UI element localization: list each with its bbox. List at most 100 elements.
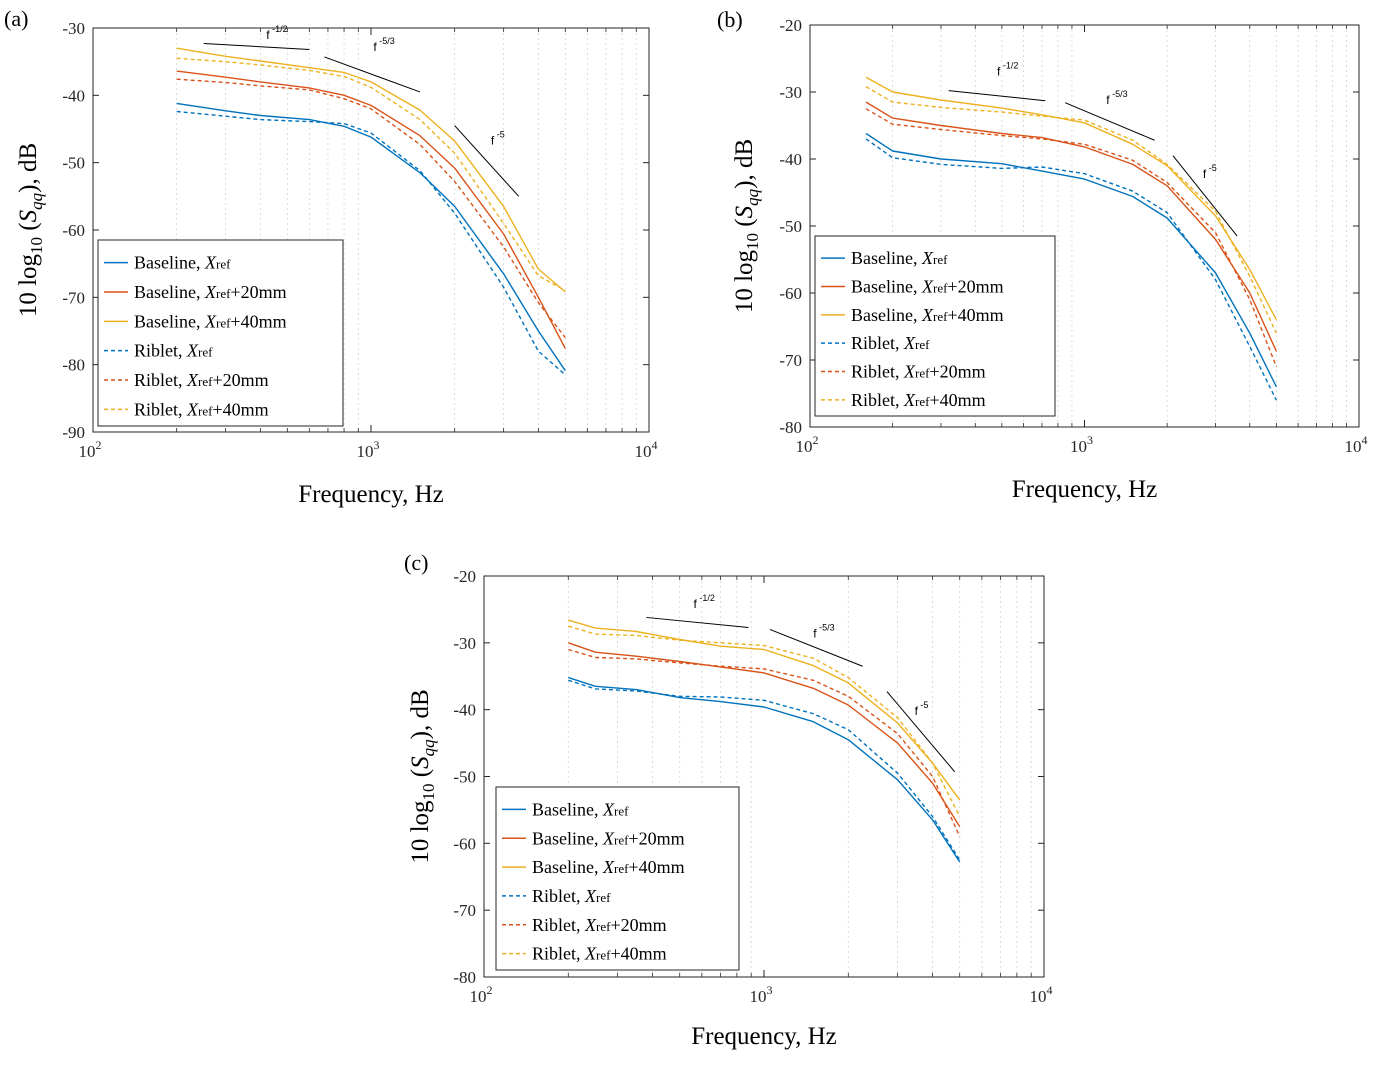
y-axis-title: 10 log10 (Sqq), dB: [15, 143, 46, 317]
x-tick-label: 104: [1345, 433, 1368, 456]
x-tick-label: 102: [796, 433, 819, 456]
series-line: [176, 47, 566, 293]
series-line: [865, 76, 1278, 321]
x-axis-title: Frequency, Hz: [1012, 476, 1158, 503]
slope-label: f -5: [915, 700, 929, 718]
y-tick-label: -40: [453, 701, 476, 720]
legend-entry: Riblet, Xref: [851, 333, 930, 353]
panel-label: (b): [717, 7, 743, 32]
slope-reference-line: [1172, 155, 1238, 237]
legend-entry: Baseline, Xref+20mm: [532, 828, 685, 848]
slope-label: f -1/2: [266, 24, 287, 42]
legend-entry: Baseline, Xref: [532, 799, 629, 819]
y-tick-label: -70: [62, 288, 85, 307]
chart-panel-a: (a) -90 -80 -70 -60 -50 -40 -30 102 103 104 Frequen…: [4, 6, 658, 508]
legend-box: [495, 786, 740, 971]
series-line: [568, 648, 961, 837]
legend-entry: Baseline, Xref+40mm: [134, 311, 287, 331]
y-tick-label: -20: [779, 16, 802, 35]
legend-entry: Riblet, Xref+20mm: [532, 915, 667, 935]
panel-label: (a): [4, 6, 28, 31]
y-tick-label: -80: [62, 356, 85, 375]
x-tick-label: 104: [1030, 983, 1053, 1006]
legend-entry: Riblet, Xref+40mm: [851, 390, 986, 410]
legend-entry: Baseline, Xref: [134, 253, 231, 273]
x-tick-label: 103: [1070, 433, 1093, 456]
slope-reference-line: [324, 56, 421, 93]
x-tick-label: 104: [635, 438, 658, 461]
legend-entry: Baseline, Xref: [851, 248, 948, 268]
legend-entry: Baseline, Xref+40mm: [532, 857, 685, 877]
x-tick-label: 103: [750, 983, 773, 1006]
x-tick-label: 103: [357, 438, 380, 461]
y-tick-label: -30: [62, 19, 85, 38]
y-tick-label: -40: [779, 150, 802, 169]
series-line: [568, 619, 961, 801]
slope-reference-line: [646, 616, 749, 628]
y-axis-title: 10 log10 (Sqq), dB: [407, 689, 438, 863]
legend-entry: Baseline, Xref+20mm: [134, 282, 287, 302]
series-line: [176, 78, 566, 339]
legend-entry: Riblet, Xref+20mm: [851, 362, 986, 382]
y-tick-label: -60: [779, 284, 802, 303]
slope-label: f -5/3: [373, 36, 394, 54]
y-tick-label: -30: [453, 634, 476, 653]
slope-reference-line: [886, 691, 956, 773]
slope-label: f -5: [1203, 163, 1217, 181]
series-line: [865, 85, 1278, 334]
y-tick-label: -60: [62, 221, 85, 240]
y-axis-title: 10 log10 (Sqq), dB: [731, 139, 762, 313]
series-line: [176, 57, 566, 292]
x-tick-label: 102: [470, 983, 493, 1006]
series-line: [176, 110, 566, 376]
legend-entry: Riblet, Xref: [134, 341, 213, 361]
slope-reference-line: [203, 42, 310, 51]
chart-panel-b: (b) -80 -70 -60 -50 -40 -30 -20 102 103 104 Frequen…: [717, 7, 1368, 503]
slope-reference-line: [948, 90, 1046, 102]
series-line: [865, 108, 1278, 367]
series-line: [568, 625, 961, 817]
y-tick-label: -30: [779, 83, 802, 102]
y-tick-label: -70: [453, 901, 476, 920]
y-tick-label: -60: [453, 834, 476, 853]
legend-entry: Riblet, Xref+40mm: [532, 944, 667, 964]
x-axis-title: Frequency, Hz: [691, 1023, 837, 1050]
y-tick-label: -20: [453, 567, 476, 586]
legend-entry: Riblet, Xref: [532, 886, 611, 906]
slope-label: f -1/2: [693, 593, 714, 611]
series-group: [865, 76, 1278, 401]
slope-label: f -5: [491, 129, 505, 147]
x-tick-label: 102: [79, 438, 102, 461]
slope-reference-line: [769, 629, 863, 667]
legend-entry: Baseline, Xref+40mm: [851, 305, 1004, 325]
series-line: [176, 102, 566, 372]
panel-label: (c): [404, 550, 428, 575]
series-line: [865, 138, 1278, 401]
y-tick-label: -40: [62, 86, 85, 105]
series-line: [568, 676, 961, 863]
series-line: [568, 679, 961, 861]
y-tick-label: -50: [453, 768, 476, 787]
series-line: [865, 132, 1278, 388]
series-line: [568, 642, 961, 827]
slope-reference-line: [454, 125, 520, 197]
chart-panel-c: (c) -80 -70 -60 -50 -40 -30 -20 102 103 104 Frequen…: [404, 550, 1053, 1050]
series-line: [176, 70, 566, 349]
y-tick-label: -50: [779, 217, 802, 236]
slope-label: f -5/3: [813, 622, 834, 640]
legend-entry: Riblet, Xref+40mm: [134, 399, 269, 419]
y-tick-label: -50: [62, 154, 85, 173]
legend-box: [97, 239, 344, 427]
slope-reference-line: [1064, 102, 1155, 141]
series-line: [865, 101, 1278, 352]
slope-label: f -5/3: [1106, 89, 1127, 107]
x-axis-title: Frequency, Hz: [298, 481, 444, 508]
y-tick-label: -90: [62, 423, 85, 442]
legend-entry: Baseline, Xref+20mm: [851, 277, 1004, 297]
y-tick-label: -80: [779, 418, 802, 437]
legend-box: [814, 235, 1056, 417]
series-group: [176, 47, 566, 376]
y-tick-label: -80: [453, 968, 476, 987]
y-tick-label: -70: [779, 351, 802, 370]
